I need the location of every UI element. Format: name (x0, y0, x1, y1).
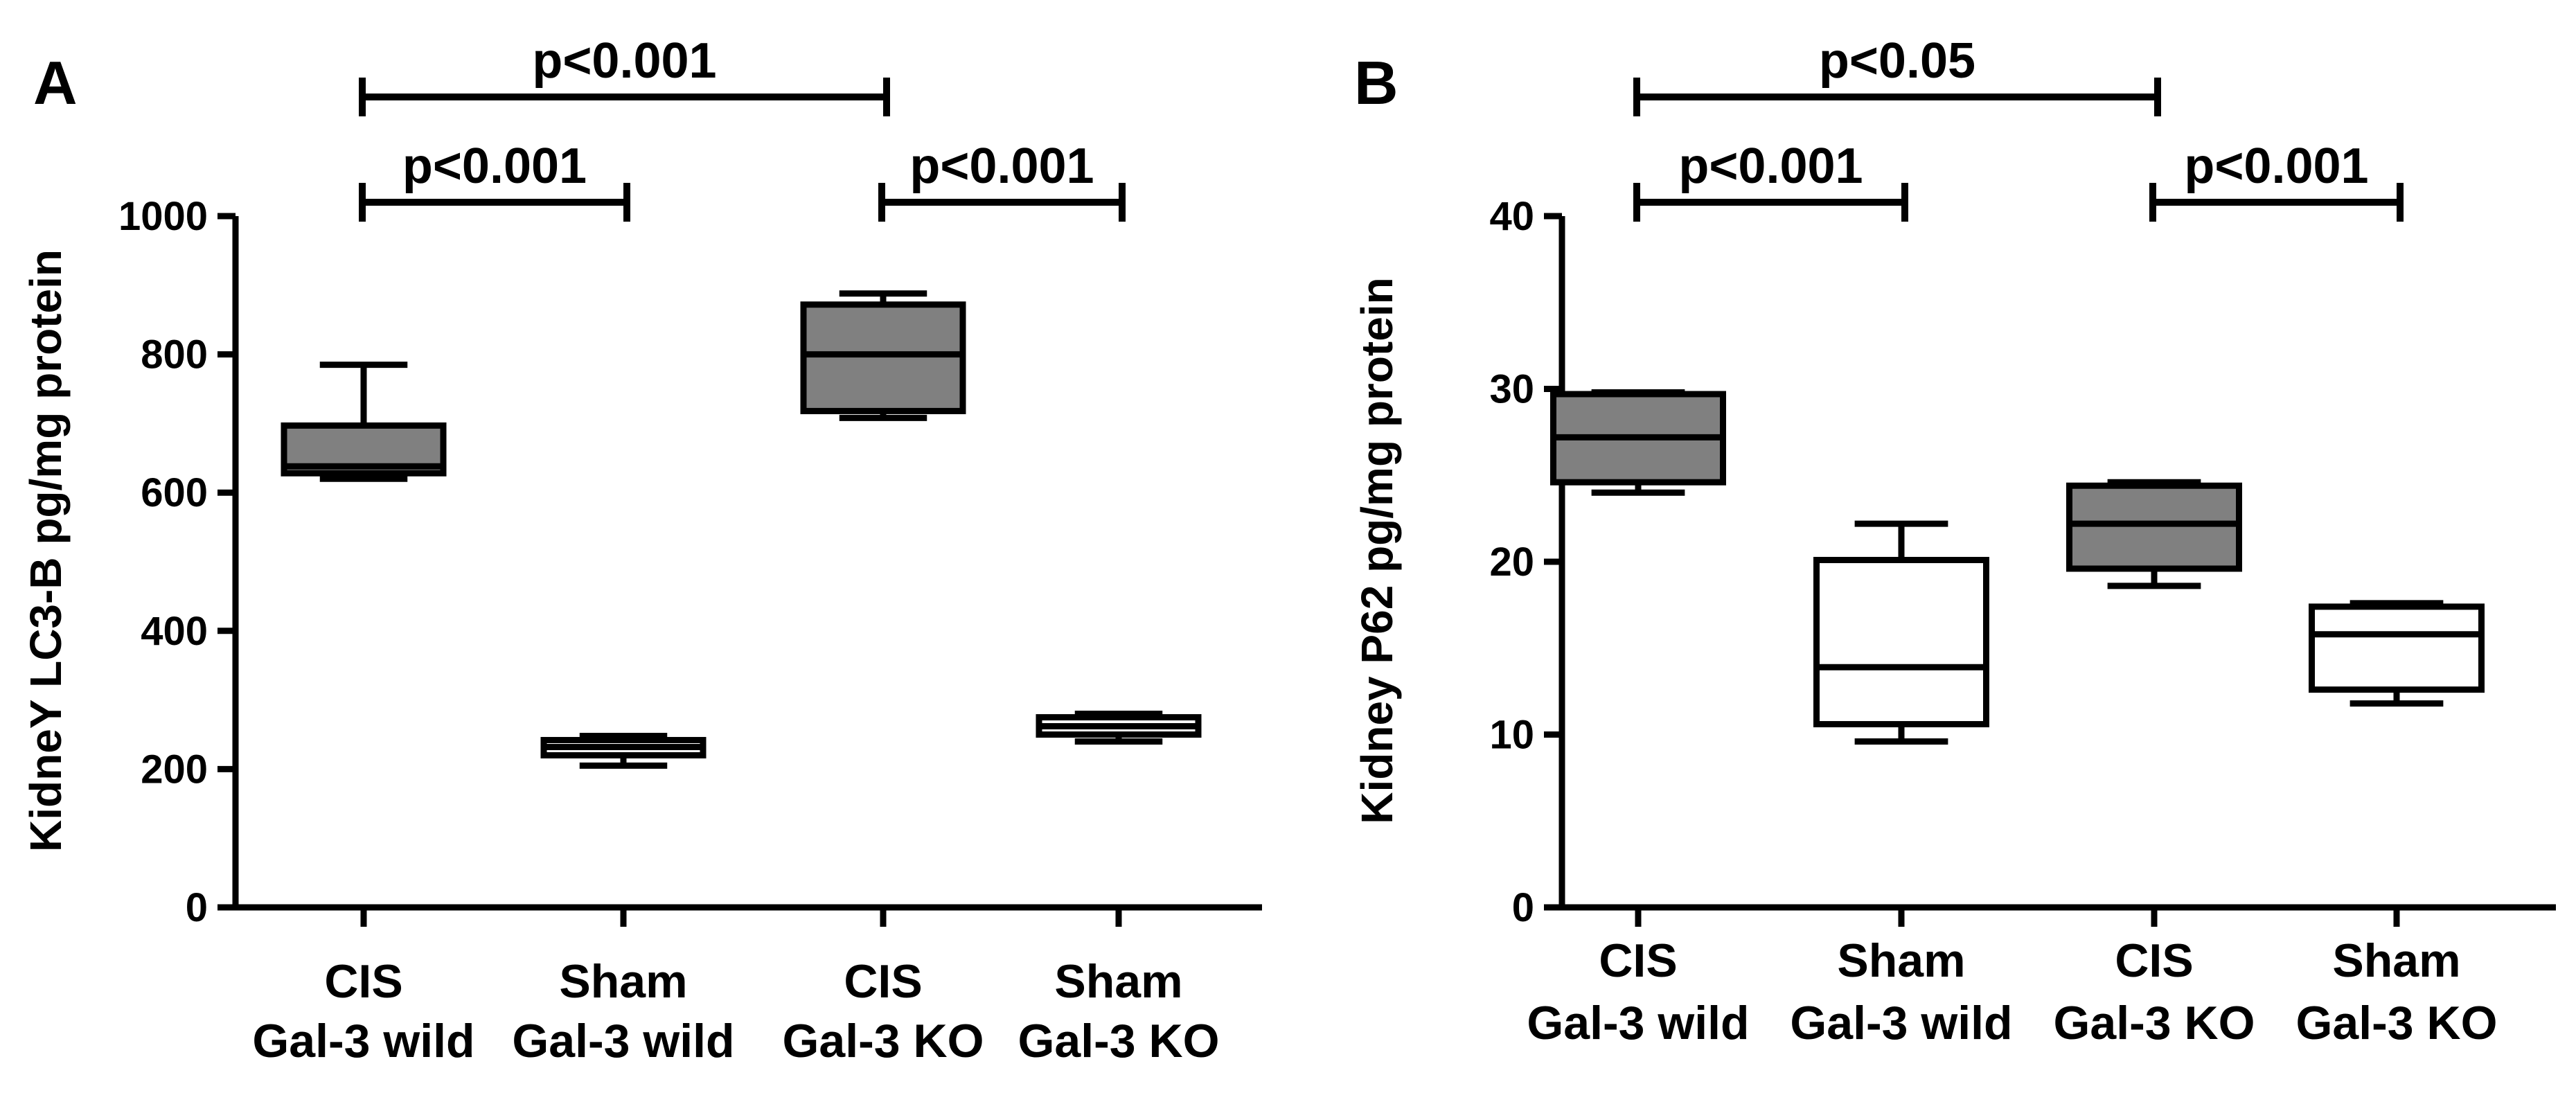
y-tick-label: 20 (1489, 540, 1534, 585)
p-value-label: p<0.001 (2184, 139, 2368, 194)
box-3 (2066, 479, 2242, 589)
significance-bracket: p<0.001 (1633, 139, 1908, 222)
box-4 (1036, 711, 1202, 745)
y-tick-label: 600 (141, 470, 208, 515)
x-tick-label: Gal-3 KO (2296, 997, 2498, 1049)
x-tick-label: Gal-3 wild (252, 1015, 474, 1067)
significance-bracket: p<0.001 (2149, 139, 2404, 222)
box-2 (1813, 520, 1989, 745)
panel-b: B Kidney P62 pg/mg protein 0 10 20 30 40 CIS G… (1352, 33, 2556, 1049)
box-iqr (2309, 603, 2485, 693)
y-tick-label: 400 (141, 609, 208, 654)
box-iqr (800, 301, 966, 414)
x-tick-label: CIS (844, 955, 922, 1008)
x-tick-label: Gal-3 KO (1018, 1015, 1220, 1067)
p-value-label: p<0.001 (1678, 139, 1863, 194)
x-tick-label: CIS (1599, 934, 1677, 987)
y-tick-label: 30 (1489, 367, 1534, 412)
box-4 (2309, 600, 2485, 707)
significance-bracket: p<0.05 (1633, 33, 2161, 116)
p-value-label: p<0.001 (909, 139, 1094, 194)
y-tick-label: 10 (1489, 713, 1534, 758)
x-tick-label: Gal-3 wild (1790, 997, 2012, 1049)
p-value-label: p<0.001 (532, 33, 716, 89)
significance-bracket: p<0.001 (878, 139, 1126, 222)
p-value-label: p<0.001 (402, 139, 587, 194)
significance-bracket: p<0.001 (359, 139, 630, 222)
x-tick-label: Gal-3 KO (2054, 997, 2255, 1049)
y-tick-label: 800 (141, 332, 208, 377)
y-tick-label: 0 (186, 885, 208, 930)
box-iqr (2066, 482, 2242, 572)
y-tick-label: 40 (1489, 194, 1534, 239)
x-tick-label: CIS (2115, 934, 2193, 987)
box-iqr (1813, 557, 1989, 728)
box-3 (800, 290, 966, 421)
y-tick-label: 0 (1512, 885, 1534, 930)
x-tick-label: Gal-3 KO (783, 1015, 984, 1067)
panel-a: A KidneY LC3-B pg/mg protein 0 200 400 600 8… (21, 33, 1262, 1067)
x-tick-label: CIS (324, 955, 402, 1008)
x-tick-label: Sham (559, 955, 687, 1008)
x-tick-label: Sham (1054, 955, 1182, 1008)
x-tick-label: Gal-3 wild (1527, 997, 1749, 1049)
p-value-label: p<0.05 (1819, 33, 1975, 89)
significance-bracket: p<0.001 (359, 33, 890, 116)
y-axis-label: KidneY LC3-B pg/mg protein (21, 249, 71, 852)
panel-letter-a: A (33, 48, 78, 117)
panel-letter-b: B (1354, 48, 1398, 117)
y-tick-label: 200 (141, 747, 208, 792)
x-tick-label: Sham (1837, 934, 1965, 987)
x-tick-label: Gal-3 wild (512, 1015, 734, 1067)
box-1 (1550, 389, 1726, 496)
y-axis-label: Kidney P62 pg/mg protein (1352, 277, 1402, 824)
box-1 (281, 362, 447, 482)
y-tick-label: 1000 (118, 194, 208, 239)
box-2 (540, 732, 707, 769)
x-tick-label: Sham (2332, 934, 2460, 987)
